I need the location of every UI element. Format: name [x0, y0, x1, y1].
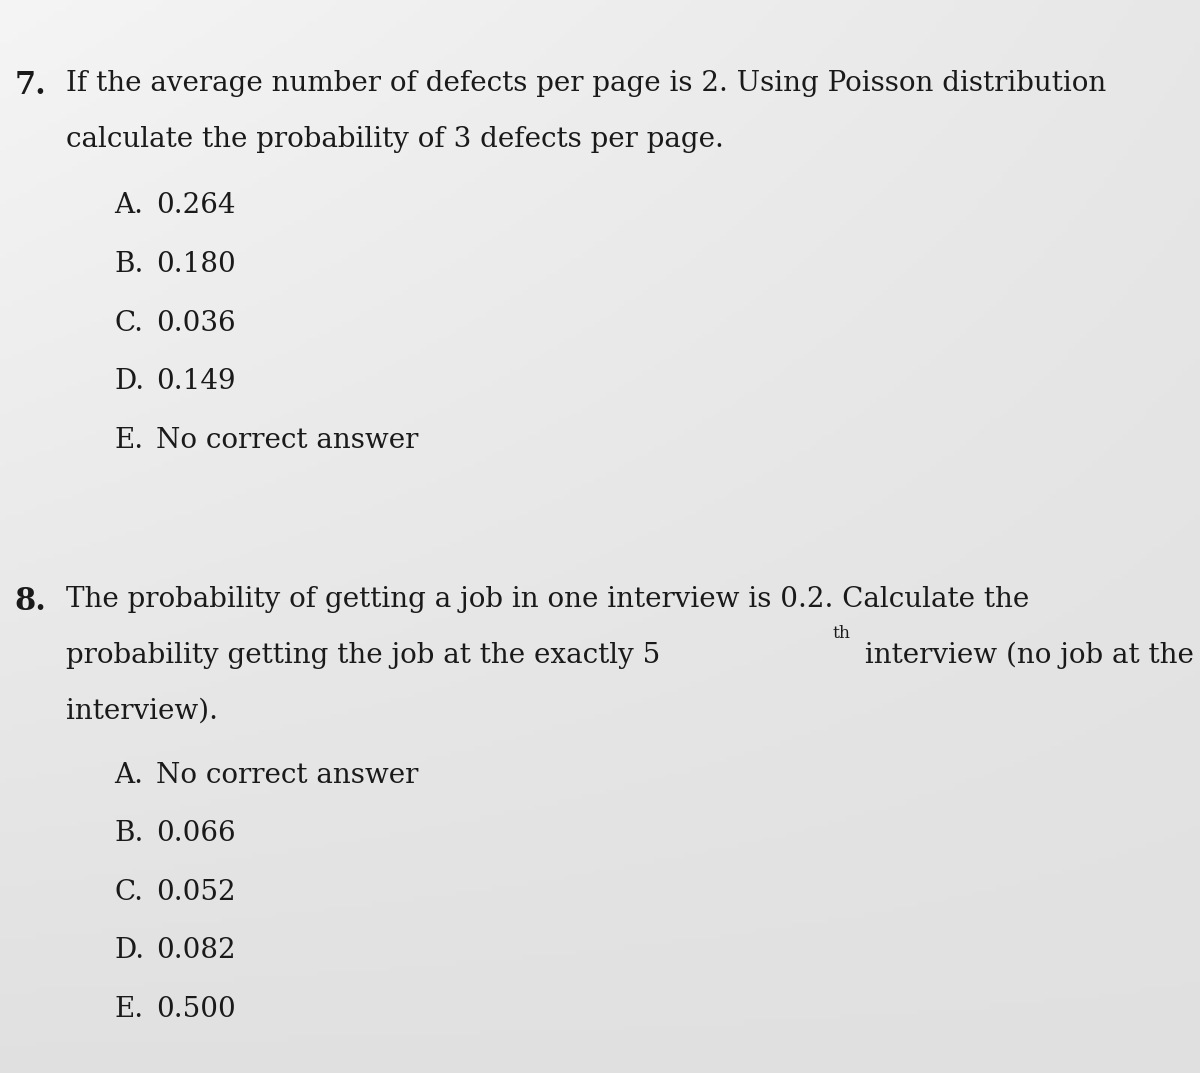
Text: A.: A. — [114, 762, 143, 789]
Text: interview (no job at the first 4: interview (no job at the first 4 — [856, 642, 1200, 668]
Text: interview).: interview). — [66, 697, 218, 724]
Text: 7.: 7. — [14, 70, 46, 101]
Text: D.: D. — [114, 368, 144, 395]
Text: B.: B. — [114, 820, 143, 848]
Text: C.: C. — [114, 879, 143, 906]
Text: 0.180: 0.180 — [156, 251, 235, 278]
Text: probability getting the job at the exactly 5: probability getting the job at the exact… — [66, 642, 660, 668]
Text: If the average number of defects per page is 2. Using Poisson distribution: If the average number of defects per pag… — [66, 70, 1106, 97]
Text: 0.066: 0.066 — [156, 820, 235, 848]
Text: 0.264: 0.264 — [156, 192, 235, 220]
Text: C.: C. — [114, 310, 143, 337]
Text: th: th — [833, 624, 851, 642]
Text: 0.082: 0.082 — [156, 938, 235, 965]
Text: E.: E. — [114, 996, 143, 1023]
Text: 0.500: 0.500 — [156, 996, 235, 1023]
Text: B.: B. — [114, 251, 143, 278]
Text: 0.149: 0.149 — [156, 368, 235, 395]
Text: calculate the probability of 3 defects per page.: calculate the probability of 3 defects p… — [66, 126, 724, 152]
Text: 0.036: 0.036 — [156, 310, 235, 337]
Text: The probability of getting a job in one interview is 0.2. Calculate the: The probability of getting a job in one … — [66, 586, 1030, 613]
Text: A.: A. — [114, 192, 143, 220]
Text: 8.: 8. — [14, 586, 47, 617]
Text: E.: E. — [114, 427, 143, 454]
Text: No correct answer: No correct answer — [156, 762, 419, 789]
Text: D.: D. — [114, 938, 144, 965]
Text: 0.052: 0.052 — [156, 879, 235, 906]
Text: No correct answer: No correct answer — [156, 427, 419, 454]
